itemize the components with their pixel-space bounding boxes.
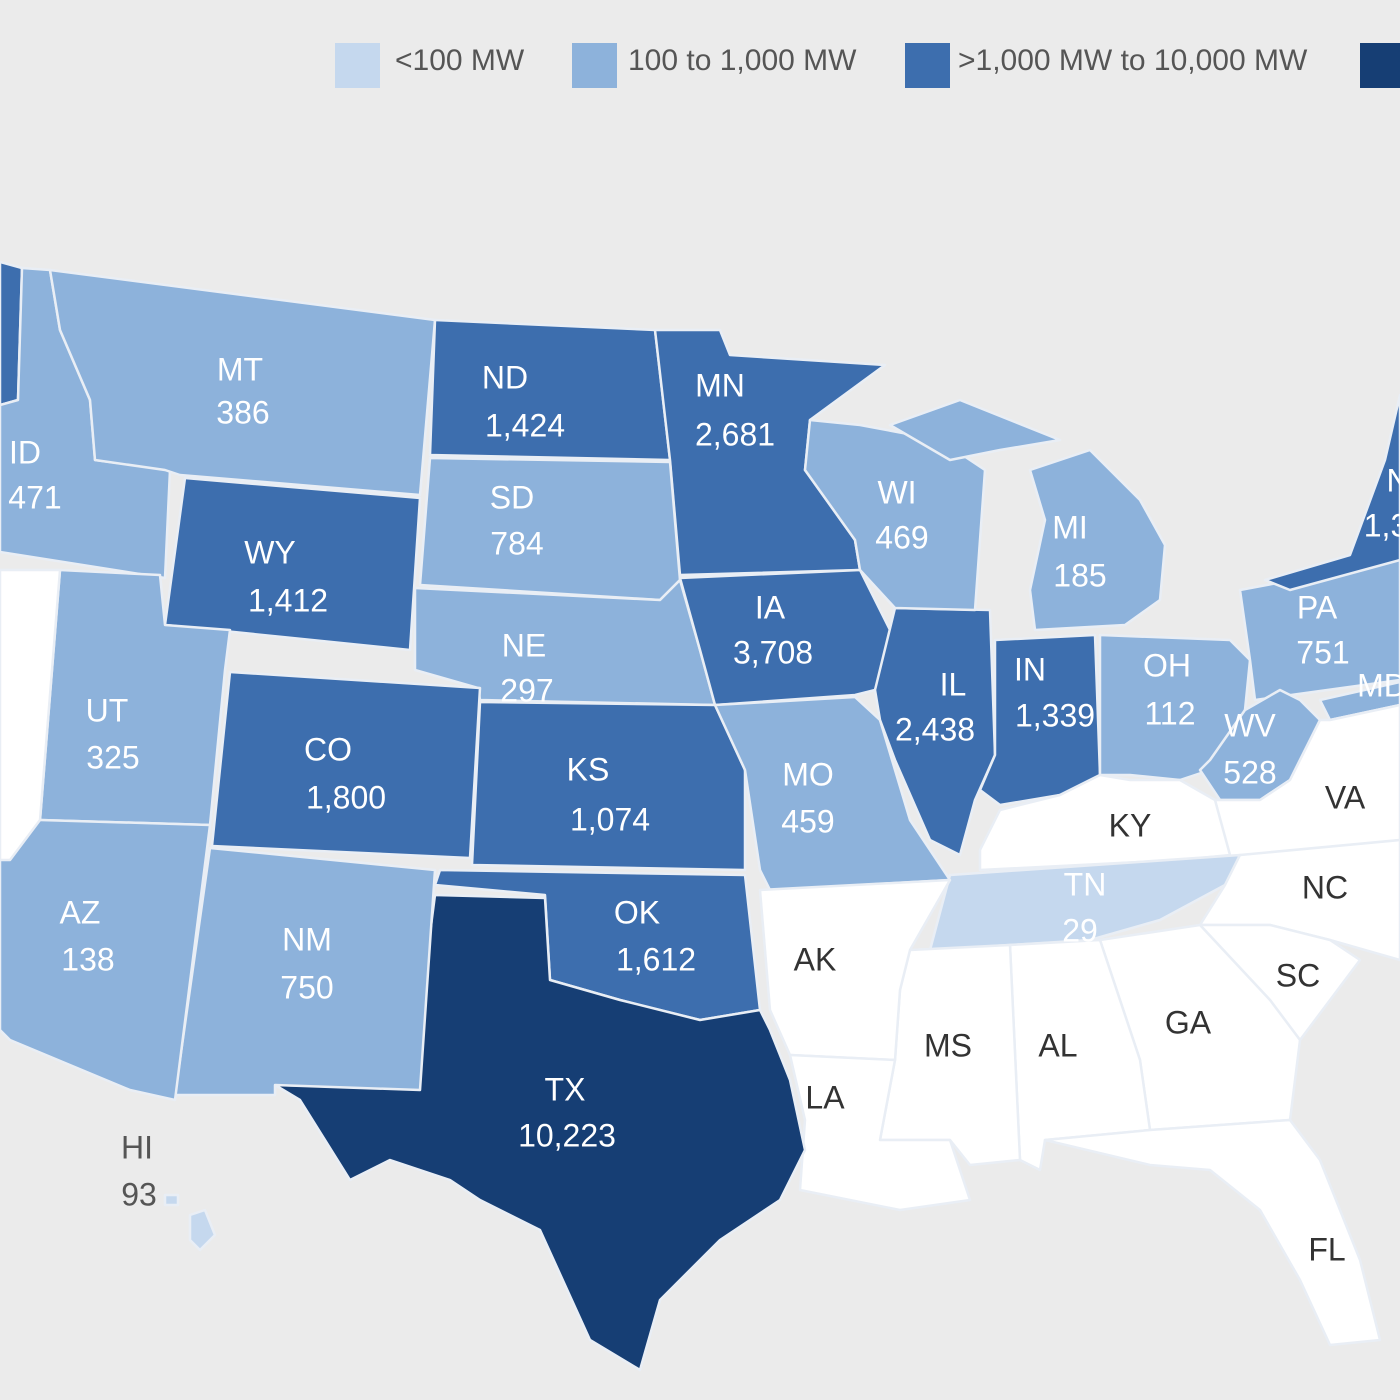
state-shape: [273, 893, 807, 1372]
state-abbr: KS: [567, 751, 610, 787]
state-abbr: TN: [1064, 866, 1107, 902]
state-abbr: NM: [282, 921, 332, 957]
state-abbr: CO: [304, 731, 352, 767]
state-abbr: SC: [1276, 957, 1320, 993]
state-value: 750: [280, 969, 333, 1005]
state-abbr: WI: [877, 474, 916, 510]
state-abbr: HI: [121, 1129, 153, 1165]
state-abbr: OK: [614, 894, 660, 930]
state-abbr: KY: [1109, 807, 1152, 843]
state-abbr: UT: [86, 692, 129, 728]
state-shape: [978, 633, 1102, 807]
state-shape: [188, 1208, 217, 1252]
state-shape: [803, 418, 987, 612]
state-abbr: MI: [1052, 509, 1088, 545]
legend-swatch: [1360, 43, 1400, 88]
state-value: 29: [1062, 912, 1098, 948]
state-value: 459: [781, 803, 834, 839]
legend-swatch: [905, 43, 950, 88]
legend-label: >1,000 MW to 10,000 MW: [958, 44, 1308, 77]
legend-label: 100 to 1,000 MW: [628, 44, 857, 77]
state-abbr: TX: [545, 1071, 586, 1107]
state-shape: [678, 568, 897, 707]
state-abbr: NC: [1302, 869, 1348, 905]
states: [0, 260, 1400, 1372]
state-abbr: VA: [1325, 779, 1366, 815]
state-shape: [48, 268, 437, 497]
state-abbr: MS: [924, 1027, 972, 1063]
state-value: 386: [216, 394, 269, 430]
state-value: 1,612: [616, 941, 696, 977]
state-value: 1,424: [485, 407, 565, 443]
state-abbr: PA: [1297, 589, 1338, 625]
state-abbr: FL: [1308, 1231, 1345, 1267]
state-shape: [0, 818, 212, 1102]
state-value: 138: [61, 941, 114, 977]
state-value: 469: [875, 519, 928, 555]
state-shape: [173, 846, 437, 1097]
state-abbr: OH: [1143, 647, 1191, 683]
state-abbr: MO: [782, 756, 834, 792]
state-abbr: ID: [9, 434, 41, 470]
state-abbr: AZ: [60, 894, 101, 930]
state-abbr: NE: [502, 627, 546, 663]
state-abbr: N: [1386, 462, 1400, 498]
state-abbr: AK: [794, 941, 837, 977]
state-abbr: MT: [217, 351, 263, 387]
state-value: 325: [86, 739, 139, 775]
state-shape: [210, 670, 482, 860]
state-abbr: SD: [490, 479, 534, 515]
state-value: 784: [490, 525, 543, 561]
state-value: 1,074: [570, 801, 650, 837]
state-value: 185: [1053, 557, 1106, 593]
state-value: 1,339: [1015, 697, 1095, 733]
legend-swatch: [335, 43, 380, 88]
state-shape: [163, 476, 422, 652]
state-value: 10,223: [518, 1117, 616, 1153]
state-abbr: AL: [1038, 1027, 1077, 1063]
state-value: 3,708: [733, 634, 813, 670]
state-value: 528: [1223, 754, 1276, 790]
state-abbr: WY: [244, 534, 296, 570]
state-shape: [163, 1193, 180, 1207]
legend-swatch: [572, 43, 617, 88]
state-shape: [418, 456, 682, 602]
state-shape: [0, 568, 62, 862]
labels: ID 471 MT 386 ND 1,424 MN 2,681 WY 1,412 SD 784 NE 29…: [8, 351, 1400, 1267]
state-abbr: WV: [1224, 707, 1276, 743]
state-shape: [888, 398, 1062, 462]
state-shape: [873, 606, 997, 857]
state-shape: [758, 878, 952, 1062]
state-value: 297: [500, 672, 553, 708]
state-shape: [1213, 703, 1400, 862]
state-value: 2,438: [895, 711, 975, 747]
state-value: 112: [1144, 695, 1195, 731]
legend-label: <100 MW: [395, 44, 525, 77]
state-shape: [1318, 680, 1400, 722]
state-shape: [1043, 1118, 1382, 1347]
state-shape: [1028, 448, 1167, 632]
state-abbr: ND: [482, 359, 528, 395]
legend: <100 MW 100 to 1,000 MW >1,000 MW to 10,00…: [335, 43, 1400, 88]
state-shape: [1263, 393, 1400, 592]
state-value: 1,3: [1364, 507, 1400, 543]
state-abbr: IN: [1014, 651, 1046, 687]
state-value: 471: [8, 479, 61, 515]
state-shape: [470, 700, 747, 872]
state-value: 1,412: [248, 582, 328, 618]
state-value: 751: [1296, 634, 1349, 670]
state-value: 1,800: [306, 779, 386, 815]
state-value: 93: [121, 1176, 157, 1212]
state-abbr: MD: [1357, 667, 1400, 703]
state-abbr: IA: [755, 589, 786, 625]
state-value: 2,681: [695, 416, 775, 452]
state-abbr: GA: [1165, 1004, 1212, 1040]
state-abbr: IL: [940, 666, 967, 702]
state-value: 12: [1364, 714, 1400, 750]
state-abbr: MN: [695, 367, 745, 403]
state-abbr: LA: [805, 1079, 845, 1115]
